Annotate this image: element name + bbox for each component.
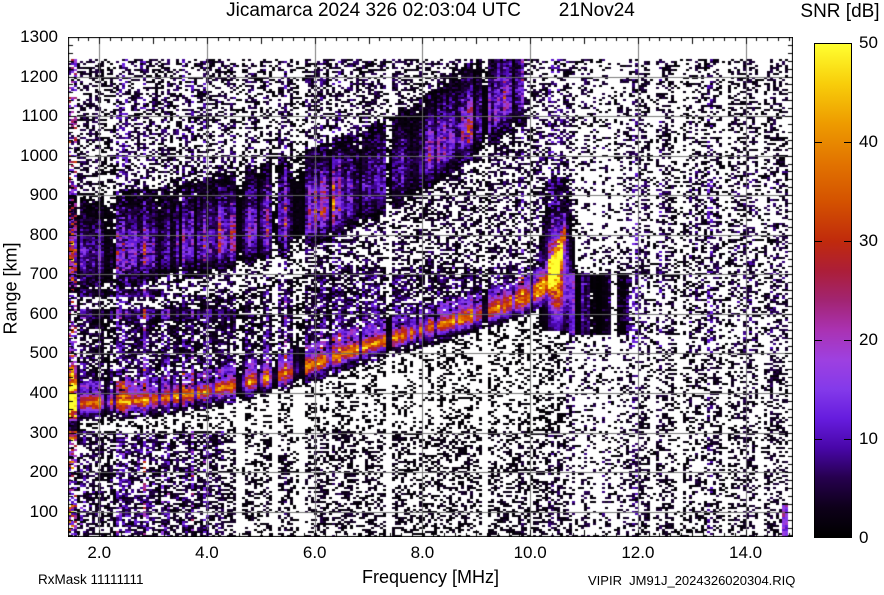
y-tick-label: 500	[29, 343, 58, 363]
colorbar-tick-mark	[844, 142, 851, 143]
rxmask-label: RxMask 11111111	[38, 572, 144, 587]
chart-title: Jicamarca 2024 326 02:03:04 UTC 21Nov24	[68, 1, 793, 21]
x-tick-label: 12.0	[621, 543, 655, 562]
y-tick-label: 1200	[20, 66, 58, 86]
colorbar-tick-mark	[815, 241, 822, 242]
y-tick-label: 1100	[21, 106, 58, 126]
colorbar-tick-label: 20	[859, 330, 878, 349]
colorbar-tick-label: 40	[859, 132, 878, 151]
y-tick-label: 800	[29, 224, 58, 244]
y-tick-label: 1300	[20, 27, 58, 46]
x-tick-label: 4.0	[195, 543, 219, 562]
y-tick-label: 300	[29, 422, 58, 442]
colorbar-tick-label: 50	[859, 33, 878, 52]
colorbar-tick-mark	[844, 241, 851, 242]
x-tick-label: 14.0	[729, 543, 763, 562]
x-tick-label: 10.0	[513, 543, 547, 562]
y-tick-label: 200	[29, 462, 58, 482]
y-tick-label: 700	[29, 264, 58, 284]
x-tick-label: 6.0	[302, 543, 327, 562]
y-tick-label: 100	[29, 501, 58, 521]
y-tick-label: 400	[29, 383, 58, 402]
ionogram-canvas	[68, 37, 793, 537]
x-tick-label: 2.0	[87, 543, 112, 562]
colorbar-tick-label: 10	[859, 429, 878, 448]
chart-title-date: 21Nov24	[558, 0, 635, 21]
y-tick-label: 900	[29, 185, 58, 205]
colorbar-tick-label: 0	[859, 528, 869, 547]
colorbar-tick-mark	[815, 142, 822, 143]
colorbar-tick-mark	[815, 439, 822, 440]
x-tick-label: 8.0	[410, 543, 435, 562]
chart-title-datetime: Jicamarca 2024 326 02:03:04 UTC	[226, 0, 521, 21]
y-tick-label: 1000	[20, 145, 58, 165]
colorbar-tick-mark	[844, 439, 851, 440]
colorbar-tick-label: 30	[859, 231, 878, 250]
y-tick-label: 600	[29, 303, 58, 323]
file-id-label: VIPIR JM91J_2024326020304.RIQ	[588, 573, 796, 588]
y-axis-title: Range [km]	[0, 242, 21, 335]
colorbar	[814, 43, 852, 538]
colorbar-tick-mark	[844, 340, 851, 341]
colorbar-title: SNR [dB]	[800, 1, 880, 22]
colorbar-tick-mark	[815, 340, 822, 341]
x-axis-title: Frequency [MHz]	[361, 567, 500, 587]
